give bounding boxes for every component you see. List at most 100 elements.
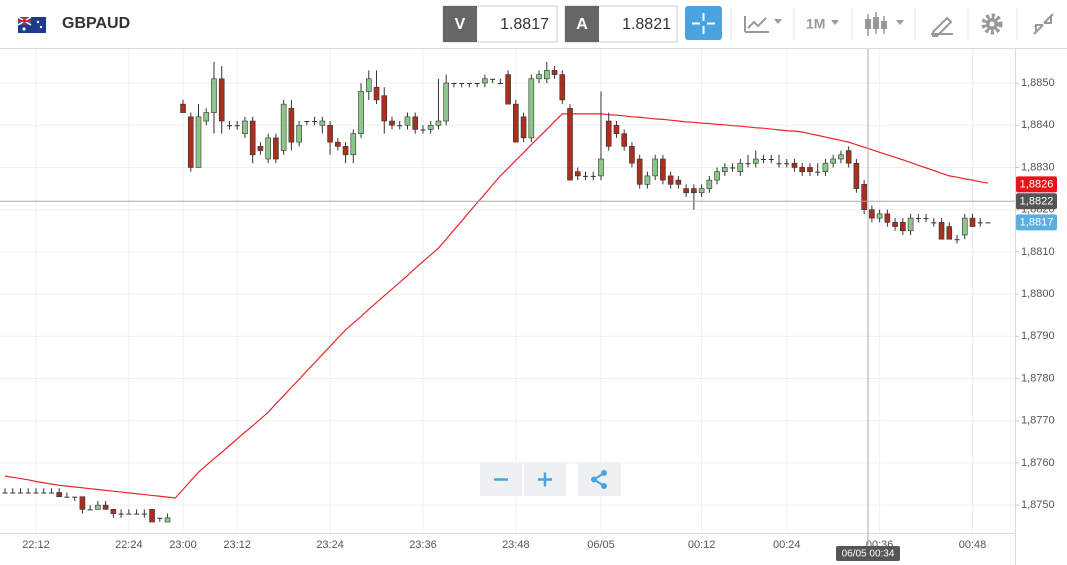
buy-tag [565, 6, 599, 42]
candle-body [420, 129, 426, 131]
candle-body [675, 179, 682, 185]
candle-body [218, 78, 225, 122]
candle-body [931, 222, 937, 224]
candle-body [776, 163, 782, 165]
y-tick-label: 1,8780 [1021, 372, 1055, 384]
candle-body [876, 213, 883, 219]
indicator-button[interactable] [744, 16, 782, 33]
candle-body [551, 70, 558, 75]
candle-body [126, 513, 132, 515]
candle-body [288, 108, 295, 143]
candle-body [365, 78, 372, 92]
crosshair-button[interactable] [685, 6, 722, 40]
x-tick-label: 23:00 [169, 539, 197, 551]
candle-body [838, 154, 844, 160]
price-tag-label: 1,8822 [1020, 196, 1054, 208]
candle-body [10, 492, 16, 494]
candle-body [845, 150, 852, 164]
candle-body [706, 179, 713, 189]
candle-body [48, 492, 54, 494]
x-tick-label: 23:36 [409, 539, 437, 551]
candle-body [118, 513, 124, 515]
interval: 1M [806, 16, 825, 32]
candle-body [621, 133, 628, 147]
candle-body [644, 175, 651, 185]
candle-body [815, 171, 821, 173]
candle-body [226, 125, 232, 127]
candle-body [435, 120, 442, 126]
candle-body [350, 133, 357, 156]
price-tag-label: 1,8817 [1020, 217, 1054, 229]
candle-body [907, 217, 914, 232]
candle-body [822, 162, 829, 172]
candle-body [784, 163, 790, 165]
candle-body [280, 103, 287, 151]
candle-body [691, 188, 697, 194]
y-tick-label: 1,8770 [1021, 415, 1055, 427]
candle-body [543, 70, 550, 80]
candle-body [830, 158, 836, 164]
candle-body [954, 239, 960, 241]
y-tick-label: 1,8760 [1021, 457, 1055, 469]
candle-body [25, 492, 31, 494]
candle-body [528, 78, 535, 139]
y-tick-label: 1,8750 [1021, 499, 1055, 511]
candle-body [520, 116, 527, 139]
candle-body [110, 509, 117, 514]
x-tick-label: 23:48 [502, 539, 530, 551]
candle-body [474, 83, 480, 85]
candle-body [559, 74, 566, 101]
share-button[interactable] [578, 463, 621, 496]
candle-body [683, 188, 689, 194]
candle-body [342, 146, 349, 156]
zoom-in-button[interactable] [524, 463, 566, 496]
sell-label: V [455, 16, 466, 33]
candle-body [459, 83, 465, 85]
candle-body [505, 74, 511, 105]
plot-area: 1,8750 1,8760 1,8770 1,8780 1,8790 1,8800 1,88… [0, 48, 1057, 565]
candle-body [598, 158, 604, 177]
x-tick-label: 00:24 [773, 539, 801, 551]
chart-type-button[interactable] [865, 12, 904, 36]
candle-body [404, 116, 411, 126]
y-tick-label: 1,8810 [1021, 246, 1055, 258]
candle-body [590, 175, 596, 177]
candle-body [180, 103, 186, 113]
candle-body [946, 226, 953, 240]
candle-body [249, 120, 256, 156]
candle-body [900, 222, 906, 232]
settings-button[interactable] [981, 13, 1003, 35]
draw-button[interactable] [931, 16, 953, 37]
candle-body [482, 78, 488, 84]
candle-body [389, 120, 395, 126]
candle-body [327, 124, 333, 143]
candle-body [141, 513, 147, 515]
price-tag [1016, 176, 1057, 193]
candle-body [381, 95, 388, 122]
candle-body [427, 124, 434, 130]
candle-body [451, 83, 457, 85]
y-tick-label: 1,8790 [1021, 330, 1055, 342]
zoom-out-button[interactable] [480, 463, 522, 496]
candle-body [923, 218, 929, 220]
collapse-button[interactable] [1033, 13, 1054, 35]
candle-body [95, 504, 101, 510]
candle-body [203, 112, 210, 122]
candle-body [613, 124, 620, 134]
candle-body [660, 158, 666, 181]
candle-body [211, 78, 217, 113]
candle-body [87, 509, 93, 511]
x-tick-label: 00:48 [959, 539, 987, 551]
x-tick-label: 23:12 [223, 539, 251, 551]
candle-body [296, 124, 302, 143]
x-tick-label: 23:24 [316, 539, 344, 551]
candle-body [799, 167, 806, 172]
candle-body [304, 121, 310, 123]
candle-body [977, 222, 983, 224]
moving-average [4, 113, 989, 499]
candle-body [234, 125, 240, 127]
interval-button[interactable]: 1M [806, 16, 839, 32]
candle-body [149, 509, 155, 523]
candle-body [490, 78, 496, 80]
